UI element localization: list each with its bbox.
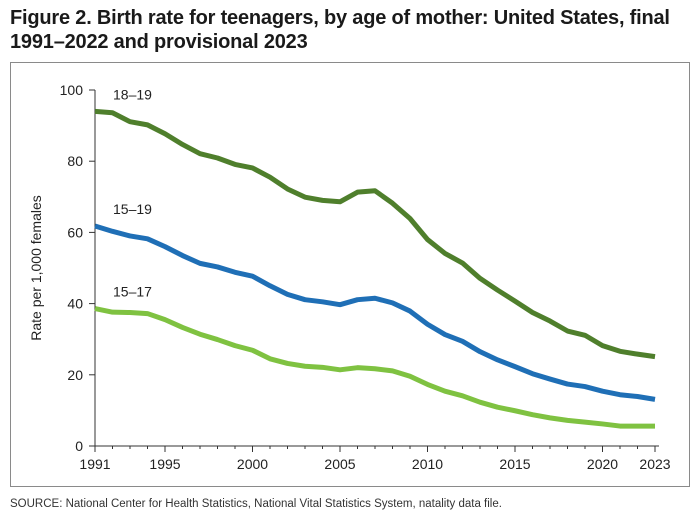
y-tick-label: 80 [67,153,83,169]
x-tick-label: 2023 [639,456,670,472]
y-tick-label: 40 [67,296,83,312]
x-tick-label: 2010 [412,456,443,472]
chart-axes: 0 20 40 60 80 100 1991 1995 2000 2005 2010 2015 2020… [60,82,671,472]
x-tick-label: 2020 [587,456,618,472]
chart-frame [10,62,690,487]
chart-series-labels: 18–19 15–19 15–17 [113,86,152,299]
series-line-2 [94,223,656,402]
y-axis-label: Rate per 1,000 females [28,195,44,341]
series-line-1 [94,108,656,360]
x-tick-label: 2015 [499,456,530,472]
series-label-1: 18–19 [113,86,152,102]
series-line-3 [94,306,655,429]
series-label-2: 15–19 [113,201,152,217]
y-tick-label: 20 [67,367,83,383]
source-note: SOURCE: National Center for Health Stati… [10,498,502,510]
x-tick-label: 1991 [79,456,110,472]
y-tick-label: 60 [67,224,83,240]
y-tick-label: 0 [75,438,83,454]
figure-title: Figure 2. Birth rate for teenagers, by a… [10,7,670,53]
x-tick-label: 2000 [237,456,268,472]
y-tick-label: 100 [60,82,84,98]
series-label-3: 15–17 [113,284,152,300]
x-tick-label: 2005 [324,456,355,472]
line-chart: 0 20 40 60 80 100 1991 1995 2000 2005 2010 2015 2020… [28,82,671,472]
chart-series [94,108,656,429]
x-tick-label: 1995 [149,456,180,472]
